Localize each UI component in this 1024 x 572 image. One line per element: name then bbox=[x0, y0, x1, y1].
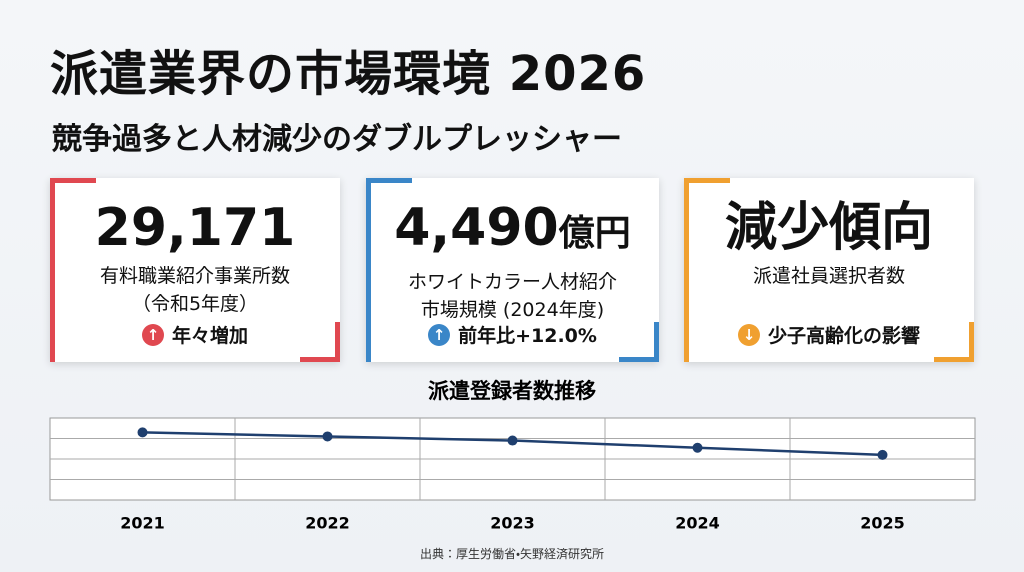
card-accent bbox=[366, 178, 412, 183]
point bbox=[877, 449, 888, 460]
point bbox=[692, 442, 703, 453]
card-accent bbox=[934, 357, 974, 362]
card-accent bbox=[335, 322, 340, 362]
point bbox=[507, 435, 518, 446]
stat-number: 4,490 bbox=[394, 198, 559, 258]
stat-label: （令和5年度） bbox=[131, 293, 259, 315]
x-tick-label: 2022 bbox=[305, 514, 350, 533]
card-accent bbox=[654, 322, 659, 362]
trend-icon: ↑ bbox=[141, 323, 164, 346]
page-subtitle: 競争過多と人材減少のダブルプレッシャー bbox=[52, 122, 622, 157]
stat-label: 市場規模 (2024年度) bbox=[420, 299, 605, 321]
trend-icon: ↓ bbox=[737, 323, 760, 346]
point bbox=[137, 427, 148, 438]
page-title: 派遣業界の市場環境 2026 bbox=[50, 46, 647, 102]
card-accent bbox=[969, 322, 974, 362]
card-accent bbox=[619, 357, 659, 362]
x-tick-label: 2023 bbox=[490, 514, 535, 533]
stat-value: 減少傾向 bbox=[684, 196, 974, 260]
card-accent bbox=[300, 357, 340, 362]
stat-label: 有料職業紹介事業所数 bbox=[99, 265, 290, 287]
stat-note-text: 少子高齢化の影響 bbox=[767, 325, 920, 347]
stat-note: ↓ 少子高齢化の影響 bbox=[684, 321, 974, 348]
stat-note-text: 年々増加 bbox=[171, 325, 248, 347]
card-accent bbox=[50, 178, 96, 183]
card-accent bbox=[684, 178, 730, 183]
chart-title: 派遣登録者数推移 bbox=[428, 379, 596, 403]
card-accent bbox=[366, 178, 371, 362]
trend-icon: ↑ bbox=[428, 323, 451, 346]
chart: 派遣登録者数推移 2021 2022 2023 2024 2025 bbox=[49, 379, 976, 533]
stat-note-text: 前年比+12.0% bbox=[458, 325, 597, 347]
x-tick-label: 2024 bbox=[675, 514, 720, 533]
stat-value: 29,171 bbox=[50, 196, 340, 260]
x-tick-label: 2025 bbox=[860, 514, 905, 533]
stat-number: 減少傾向 bbox=[724, 198, 933, 258]
stat-label: ホワイトカラー人材紹介 bbox=[407, 271, 617, 293]
source: 出典：厚生労働省・矢野経済研究所 bbox=[419, 547, 605, 561]
stat-number: 29,171 bbox=[94, 198, 296, 258]
stat-unit: 億円 bbox=[558, 213, 631, 254]
point bbox=[322, 431, 333, 442]
card-accent bbox=[684, 178, 689, 362]
stat-label: 派遣社員選択者数 bbox=[752, 265, 905, 287]
stat-card: 29,171 有料職業紹介事業所数 （令和5年度） ↑ 年々増加 bbox=[50, 178, 340, 362]
stat-value: 4,490億円 bbox=[366, 196, 659, 266]
stat-card: 4,490億円ホワイトカラー人材紹介 市場規模 (2024年度) ↑ 前年比+12.0… bbox=[366, 178, 659, 362]
stat-note: ↑ 年々増加 bbox=[50, 321, 340, 348]
card-accent bbox=[50, 178, 55, 362]
stat-card: 減少傾向派遣社員選択者数 ↓ 少子高齢化の影響 bbox=[684, 178, 974, 362]
x-tick-label: 2021 bbox=[120, 514, 165, 533]
stat-note: ↑ 前年比+12.0% bbox=[366, 321, 659, 348]
